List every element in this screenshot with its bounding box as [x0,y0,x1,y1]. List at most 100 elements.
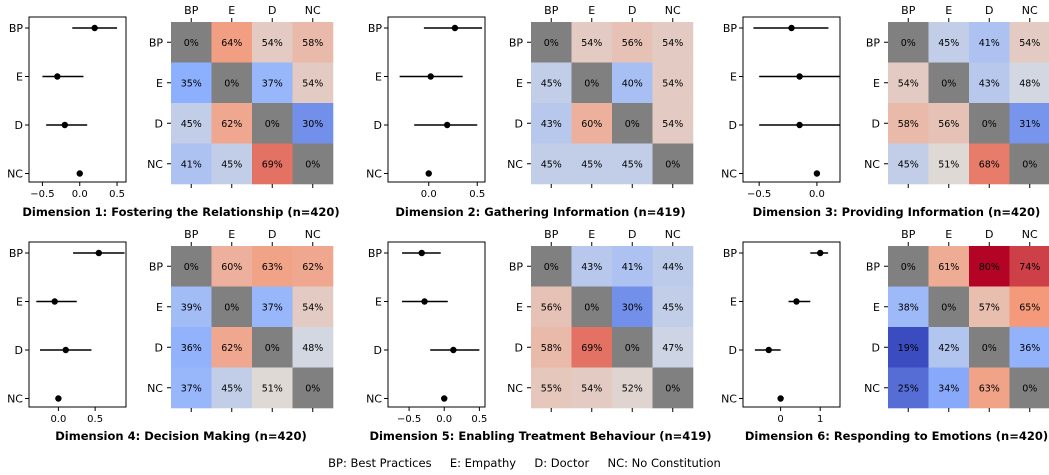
heatmap-cell [571,103,613,144]
heatmap-cell-label: 0% [941,302,956,313]
heatmap-cell [571,143,613,185]
heatmap-cell [1009,143,1049,185]
heatmap-cell [969,143,1010,185]
heatmap-cell-label: 65% [1019,302,1040,313]
forest-point [813,170,821,177]
heatmap-col-label: D [985,228,993,241]
forest-point [418,249,425,257]
heatmap-cell-label: 60% [221,262,242,273]
forest-point [443,121,451,129]
forest-point [451,24,459,32]
heatmap-cell-label: 54% [581,383,602,394]
heatmap-cell [928,143,970,185]
heatmap-col-label: NC [305,228,321,241]
forest-point [425,170,432,177]
heatmap-cell [531,286,572,328]
heatmap-cell [612,286,653,328]
heatmap-col-label: BP [544,4,559,17]
heatmap-cell [1009,103,1049,144]
heatmap-col-label: E [945,4,952,17]
heatmap-col-label: D [985,4,993,17]
forest-ytick-label: D [374,119,382,132]
heatmap-cell [531,327,572,368]
heatmap-row-label: D [872,341,880,354]
heatmap-col-label: D [268,4,276,17]
dimension-panel-3: BP E D NC −0.5 0.0 0% 45% 41% 54% 54% 0% 43% 48% 58% 56… [721,4,1049,219]
heatmap-cell-label: 0% [625,343,640,354]
forest-point [76,170,83,177]
heatmap: 0% 45% 41% 54% 54% 0% 43% 48% 58% 56% 0% 31% 45% 51% 6… [864,4,1049,188]
heatmap-cell [531,246,572,287]
forest-ytick-label: D [15,344,23,357]
heatmap-col-label: BP [544,228,559,241]
heatmap-cell-label: 30% [302,119,323,130]
heatmap-cell-label: 69% [262,159,283,170]
heatmap-cell [211,62,253,104]
heatmap: 0% 64% 54% 58% 35% 0% 37% 54% 45% 62% 0% 30% 41% 45% 6… [147,4,334,188]
forest-frame [28,16,127,183]
forest-plot: BP E D NC −0.5 0.0 0.5 [7,16,127,200]
heatmap-col-label: BP [901,228,916,241]
heatmap-cell [571,286,613,328]
heatmap-cell [612,62,653,104]
heatmap-cell-label: 43% [979,78,1000,89]
heatmap-cell-label: 64% [221,38,242,49]
panel-title: Dimension 3: Providing Information (n=42… [753,205,1041,219]
heatmap-cell [1009,367,1049,409]
heatmap-cell [252,22,293,63]
heatmap-cell-label: 0% [544,38,559,49]
forest-xtick-label: 0.0 [809,189,825,200]
heatmap-row-label: BP [149,36,164,49]
heatmap-cell-label: 45% [662,302,683,313]
heatmap-cell-label: 0% [982,119,997,130]
forest-frame [387,16,486,183]
heatmap-cell [888,367,929,409]
heatmap-cell [928,103,970,144]
heatmap-col-label: NC [305,4,321,17]
heatmap-cell-label: 0% [584,302,599,313]
heatmap-cell [171,103,212,144]
panel-title: Dimension 2: Gathering Information (n=41… [395,205,685,219]
forest-ytick-label: E [730,296,737,309]
heatmap-cell-label: 43% [581,262,602,273]
heatmap-cell [171,22,212,63]
heatmap-cell-label: 56% [541,302,562,313]
heatmap-cell [612,327,653,368]
heatmap-cell-label: 80% [979,262,1000,273]
heatmap-cell [252,286,293,328]
heatmap-cell-label: 57% [979,302,1000,313]
heatmap-cell [1009,22,1049,63]
forest-ytick-label: E [375,71,382,84]
heatmap-cell-label: 36% [181,343,202,354]
heatmap-cell [171,143,212,185]
heatmap-cell-label: 54% [898,78,919,89]
forest-ytick-label: D [15,119,23,132]
heatmap-col-label: E [588,228,595,241]
heatmap-cell [1009,246,1049,287]
heatmap-row-label: BP [509,36,524,49]
heatmap-row-label: BP [149,260,164,273]
heatmap-cell-label: 31% [1019,119,1040,130]
heatmap-cell-label: 45% [581,159,602,170]
heatmap-row-label: BP [866,36,881,49]
heatmap-cell [969,327,1010,368]
heatmap-cell [652,246,694,287]
panel-title: Dimension 5: Enabling Treatment Behaviou… [369,429,711,443]
heatmap-cell [211,103,253,144]
heatmap-cell-label: 62% [221,343,242,354]
heatmap-cell [252,103,293,144]
heatmap-cell-label: 47% [662,343,683,354]
heatmap-cell [252,143,293,185]
heatmap-cell [292,367,334,409]
forest-ytick-label: E [16,71,23,84]
heatmap-cell-label: 0% [265,119,280,130]
heatmap-cell [571,367,613,409]
heatmap-cell [171,367,212,409]
heatmap-cell [652,22,694,63]
forest-point [95,249,103,257]
heatmap-cell-label: 37% [262,78,283,89]
heatmap-col-label: D [628,4,636,17]
heatmap-cell [969,103,1010,144]
heatmap-cell-label: 0% [941,78,956,89]
heatmap-cell-label: 48% [302,343,323,354]
